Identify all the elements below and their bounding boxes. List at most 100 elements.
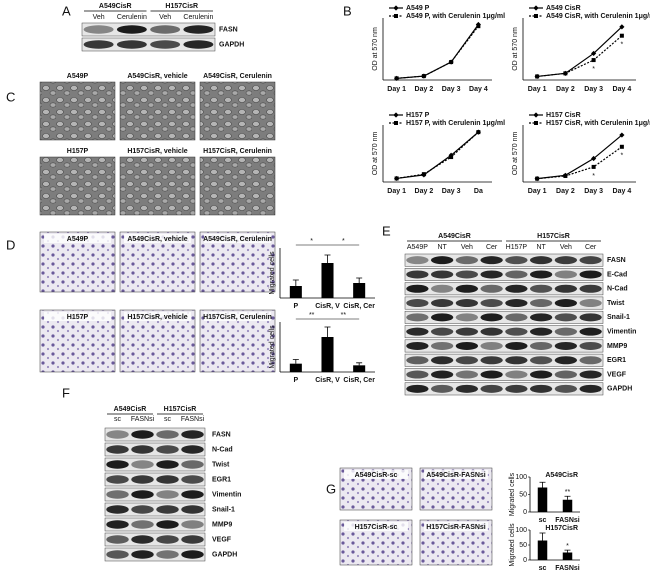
blot-band — [430, 341, 454, 350]
group-label: A549CisR — [99, 3, 132, 10]
bar — [353, 283, 366, 298]
error-bar — [292, 359, 299, 364]
x-tick-label: Day 1 — [528, 188, 547, 195]
legend-label: H157 CisR — [546, 112, 581, 119]
blot-strip — [104, 502, 206, 517]
x-tick-label: Day 2 — [415, 86, 434, 93]
legend-marker — [394, 14, 398, 18]
blot-band — [181, 520, 204, 529]
blot-band — [505, 284, 528, 293]
significance: * — [592, 173, 595, 180]
blot-band — [406, 327, 429, 336]
blot-band — [554, 299, 578, 308]
blot-band — [406, 299, 429, 308]
blot-band — [529, 270, 553, 279]
marker — [563, 71, 568, 76]
blot-band — [505, 341, 528, 350]
blot-strip — [404, 382, 604, 396]
label-bg — [124, 312, 191, 321]
blot-band — [181, 490, 204, 499]
y-axis-label: Migrated cells — [509, 523, 516, 567]
blot-band — [181, 445, 204, 454]
blot-band — [579, 384, 602, 393]
lane-label: Cer — [585, 244, 597, 251]
x-tick-label: Day 3 — [584, 86, 603, 93]
image-label: A549CisR-sc — [355, 472, 398, 479]
blot-band — [430, 356, 454, 365]
y-axis-label: OD at 570 nm — [512, 132, 519, 176]
image-label: A549CisR-FASNsi — [426, 472, 486, 479]
bar — [289, 286, 302, 298]
label-bg — [344, 470, 408, 479]
blot-band — [150, 40, 181, 49]
image-label: H157P — [67, 148, 89, 155]
blot-band — [430, 270, 454, 279]
x-tick-label: Day 3 — [584, 188, 603, 195]
blot-band — [554, 284, 578, 293]
error-bar — [539, 481, 546, 488]
label-bg — [44, 312, 111, 321]
blot-band — [131, 460, 154, 469]
blot-band — [455, 384, 479, 393]
blot-band — [554, 341, 578, 350]
blot-strip — [404, 282, 604, 296]
blot-band — [455, 327, 479, 336]
protein-label: VEGF — [607, 371, 627, 378]
blot-strip — [104, 427, 206, 442]
micrograph — [199, 156, 276, 216]
blot-band — [116, 25, 147, 34]
error-bar — [539, 532, 546, 541]
label-bg — [124, 234, 191, 243]
blot-band — [455, 356, 479, 365]
marker — [476, 24, 481, 29]
lane-label: FASNsi — [181, 416, 205, 423]
blot-band — [406, 384, 429, 393]
blot-band — [131, 535, 154, 544]
protein-label: Snail-1 — [607, 314, 630, 321]
label-bg — [44, 234, 111, 243]
blot-band — [480, 284, 503, 293]
blot-band — [480, 356, 503, 365]
legend-label: H157 P, with Cerulenin 1μg/ml — [406, 120, 505, 127]
image-label: H157CisR-FASNsi — [426, 524, 486, 531]
error-bar — [356, 362, 363, 366]
blot-band — [131, 520, 154, 529]
series-line — [537, 134, 623, 180]
marker — [394, 76, 399, 81]
blot-band — [430, 256, 454, 265]
blot-band — [406, 284, 429, 293]
legend-marker — [393, 5, 399, 11]
series-line — [537, 35, 623, 78]
blot-band — [554, 313, 578, 322]
lane-label: Veh — [461, 244, 473, 251]
y-axis-label: OD at 570 nm — [512, 27, 519, 71]
y-tick-label: 50 — [519, 491, 527, 498]
image-label: A549CisR, vehicle — [127, 236, 187, 243]
blot-band — [106, 535, 129, 544]
blot-band — [480, 256, 503, 265]
x-tick-label: sc — [539, 517, 547, 524]
blot-band — [505, 356, 528, 365]
lane-label: sc — [114, 416, 122, 423]
panel-letter: E — [382, 223, 391, 238]
blot-band — [116, 40, 147, 49]
legend-label: A549 P — [406, 5, 430, 12]
legend-marker — [394, 121, 398, 125]
chart-title: A549CisR — [545, 472, 578, 479]
blot-band — [505, 299, 528, 308]
lane-label: FASNsi — [131, 416, 155, 423]
x-tick-label: sc — [539, 565, 547, 572]
blot-band — [106, 460, 129, 469]
protein-label: Twist — [607, 300, 625, 307]
bar — [537, 540, 548, 560]
blot-strip — [404, 296, 604, 310]
blot-band — [455, 299, 479, 308]
blot-band — [106, 475, 129, 484]
blot-band — [156, 475, 179, 484]
image-label: H157CisR-sc — [355, 524, 398, 531]
y-tick-label: 0 — [523, 557, 527, 564]
blot-band — [106, 520, 129, 529]
x-tick-label: Day 1 — [387, 188, 406, 195]
bar — [353, 365, 366, 372]
blot-band — [156, 520, 179, 529]
